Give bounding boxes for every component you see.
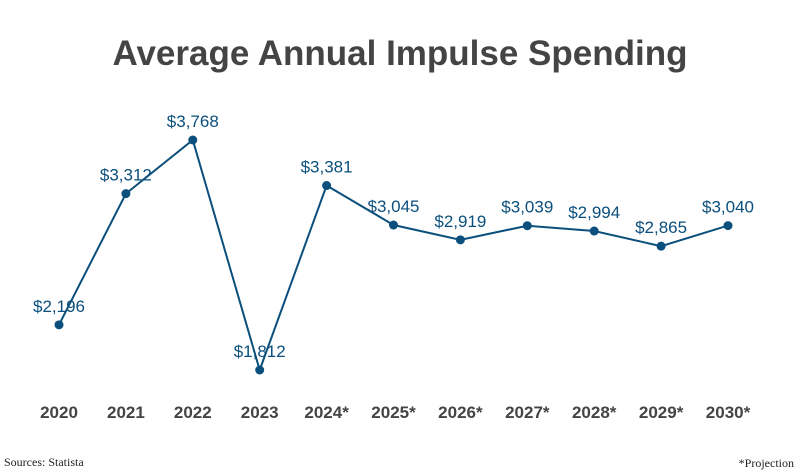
data-point [522,221,532,231]
x-tick-label: 2023 [241,403,279,422]
data-label: $3,039 [501,198,553,217]
projection-note: *Projection [738,456,794,470]
data-point [455,235,465,245]
x-tick-label: 2028* [572,403,617,422]
x-tick-label: 2030* [706,403,751,422]
series-line [58,138,729,374]
data-label: $2,865 [635,218,687,237]
data-point [723,221,733,231]
data-label: $3,045 [368,197,420,216]
x-tick-label: 2029* [639,403,684,422]
source-note: Sources: Statista [4,455,84,469]
data-label: $2,919 [434,212,486,231]
data-point [255,365,265,375]
data-label: $2,196 [33,297,85,316]
x-tick-label: 2025* [371,403,416,422]
data-label: $3,040 [702,198,754,217]
data-point [389,220,398,230]
data-label: $3,381 [301,158,353,177]
data-point [188,135,198,145]
data-label: $3,768 [167,112,219,131]
x-tick-label: 2026* [438,403,483,422]
chart-title: Average Annual Impulse Spending [112,34,688,73]
data-label: $1,812 [234,342,286,361]
data-point [656,241,666,251]
data-label: $2,994 [568,203,620,222]
data-point [121,189,131,199]
data-label: $3,312 [100,166,152,185]
x-tick-label: 2021 [107,403,145,422]
x-tick-label: 2022 [174,403,212,422]
x-tick-label: 2024* [304,403,349,422]
x-tick-label: 2027* [505,403,550,422]
x-tick-label: 2020 [40,403,78,422]
data-point [322,181,332,191]
data-point [589,226,599,236]
data-point [54,320,64,330]
